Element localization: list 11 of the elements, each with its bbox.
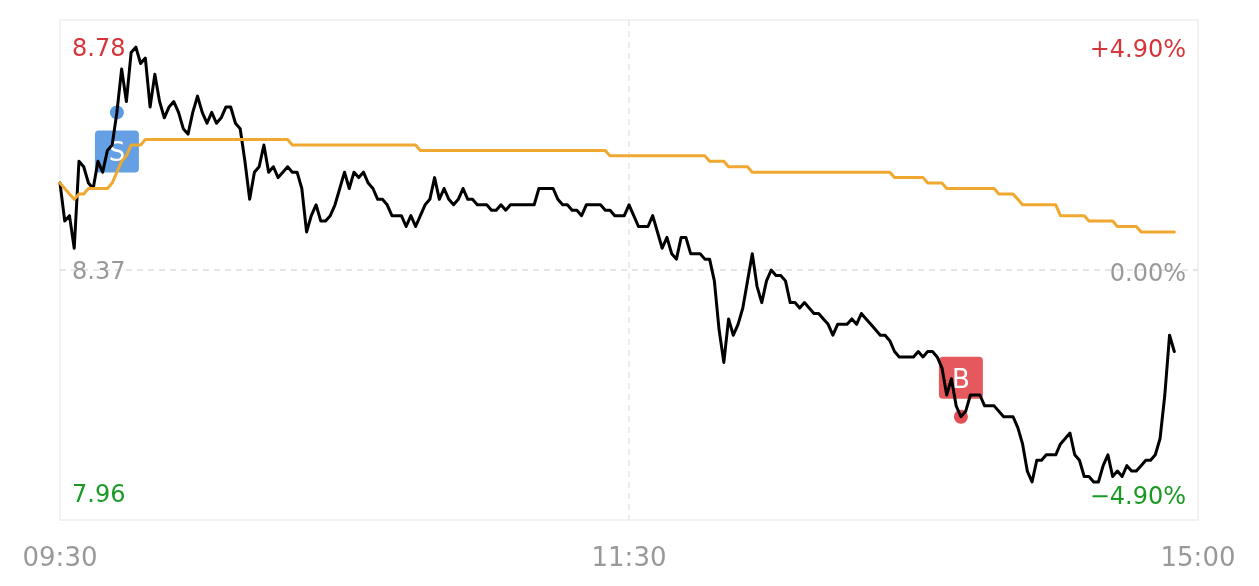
y2-tick-label: −4.90% bbox=[1089, 481, 1186, 510]
y2-tick-label: +4.90% bbox=[1089, 35, 1186, 64]
annotation: B bbox=[951, 363, 970, 394]
line-series bbox=[58, 138, 1176, 234]
y2-tick-label: 0.00% bbox=[1109, 258, 1186, 287]
x-tick-label: 09:30 bbox=[22, 542, 98, 572]
y-tick-label: 7.96 bbox=[72, 479, 126, 508]
y-tick-label: 8.78 bbox=[72, 34, 126, 63]
y-tick-label: 8.37 bbox=[72, 257, 126, 285]
x-tick-label: 15:00 bbox=[1160, 542, 1236, 572]
x-tick-label: 11:30 bbox=[591, 542, 667, 572]
